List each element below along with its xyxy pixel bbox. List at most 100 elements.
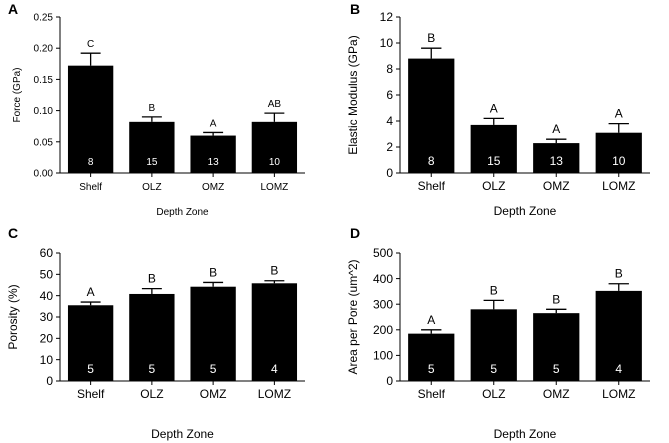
chart-panel-c: C 0 10 20 30 40 50 60 Porosity (%) Depth Zone A 5 Sh… [6,225,305,441]
panel-label: D [350,225,360,241]
x-tick-label: OLZ [482,387,505,401]
bar [595,132,642,173]
significance-letter: B [149,103,156,114]
sample-size-label: 10 [269,157,281,168]
significance-letter: B [490,283,498,297]
bar [470,309,517,381]
y-tick-label: 0.00 [34,169,54,180]
y-tick-label: 300 [373,297,393,311]
sample-size-label: 5 [490,362,497,376]
sample-size-label: 15 [487,154,501,168]
sample-size-label: 5 [87,362,94,376]
sample-size-label: 5 [149,362,156,376]
bar [533,313,580,381]
bar [129,121,175,173]
bar [190,286,236,381]
significance-letter: A [552,122,560,136]
x-tick-label: OMZ [543,387,570,401]
y-tick-label: 12 [380,10,394,24]
y-tick-label: 6 [386,88,393,102]
significance-letter: B [270,264,278,278]
sample-size-label: 10 [612,154,626,168]
y-tick-label: 4 [386,114,393,128]
y-tick-label: 0.15 [34,75,54,86]
x-axis-title: Depth Zone [156,207,209,218]
y-tick-label: 2 [386,140,393,154]
y-axis-title: Force (GPa) [12,67,23,122]
bar [251,283,298,381]
x-tick-label: Shelf [79,182,102,193]
x-tick-label: OMZ [200,387,227,401]
x-tick-label: OLZ [142,182,161,193]
y-axis-title: Area per Pore (um^2) [346,259,360,374]
significance-letter: B [552,292,560,306]
y-tick-label: 0 [386,166,393,180]
sample-size-label: 13 [550,154,564,168]
x-tick-label: Shelf [77,387,105,401]
y-tick-label: 8 [386,62,393,76]
bar [595,290,642,381]
panel-label: B [350,1,360,17]
bar [251,121,298,173]
sample-size-label: 8 [88,157,94,168]
significance-letter: B [615,267,623,281]
significance-letter: A [210,118,217,129]
significance-letter: A [490,101,498,115]
x-axis-title: Depth Zone [151,427,214,441]
sample-size-label: 4 [271,362,278,376]
bar [470,124,517,173]
sample-size-label: 5 [210,362,217,376]
y-tick-label: 100 [373,349,393,363]
y-tick-label: 40 [40,289,54,303]
significance-letter: C [87,39,94,50]
significance-letter: A [427,313,435,327]
bar [190,135,236,173]
significance-letter: B [148,272,156,286]
y-axis-title: Elastic Modulus (GPa) [346,35,360,154]
x-tick-label: LOMZ [602,387,635,401]
y-tick-label: 0 [386,374,393,388]
significance-letter: AB [268,99,282,110]
y-tick-label: 400 [373,272,393,286]
y-tick-label: 10 [40,353,54,367]
panel-label: A [8,1,18,17]
chart-panel-a: A 0.00 0.05 0.10 0.15 0.20 0.25 Force (GPa) Dept… [8,1,305,218]
x-tick-label: OMZ [202,182,224,193]
bar [408,333,455,381]
sample-size-label: 8 [428,154,435,168]
bar [67,305,114,381]
x-tick-label: LOMZ [260,182,288,193]
y-tick-label: 0.25 [34,13,54,24]
sample-size-label: 5 [553,362,560,376]
y-tick-label: 10 [380,36,394,50]
sample-size-label: 13 [208,157,220,168]
y-tick-label: 200 [373,323,393,337]
y-tick-label: 500 [373,246,393,260]
y-tick-label: 30 [40,310,54,324]
x-tick-label: OLZ [140,387,163,401]
x-tick-label: OLZ [482,179,505,193]
significance-letter: A [615,107,623,121]
bar [129,293,175,381]
significance-letter: B [209,265,217,279]
chart-panel-d: D 0 100 200 300 400 500 Area per Pore (um^2) Dep… [346,225,650,441]
significance-letter: A [87,285,95,299]
y-tick-label: 0.20 [34,44,54,55]
x-tick-label: Shelf [418,179,446,193]
significance-letter: B [427,31,435,45]
y-tick-label: 50 [40,268,54,282]
y-tick-label: 60 [40,246,54,260]
bar [408,58,455,173]
y-tick-label: 20 [40,332,54,346]
panel-label: C [8,225,18,241]
chart-panel-b: B 0 2 4 6 8 10 12 Elastic Modulus (GPa) Depth Zon… [346,1,650,218]
x-tick-label: OMZ [543,179,570,193]
x-axis-title: Depth Zone [494,204,557,218]
x-tick-label: Shelf [418,387,446,401]
y-axis-title: Porosity (%) [6,284,20,349]
bar [533,143,580,173]
x-tick-label: LOMZ [602,179,635,193]
bar [67,65,114,173]
y-tick-label: 0.10 [34,106,54,117]
